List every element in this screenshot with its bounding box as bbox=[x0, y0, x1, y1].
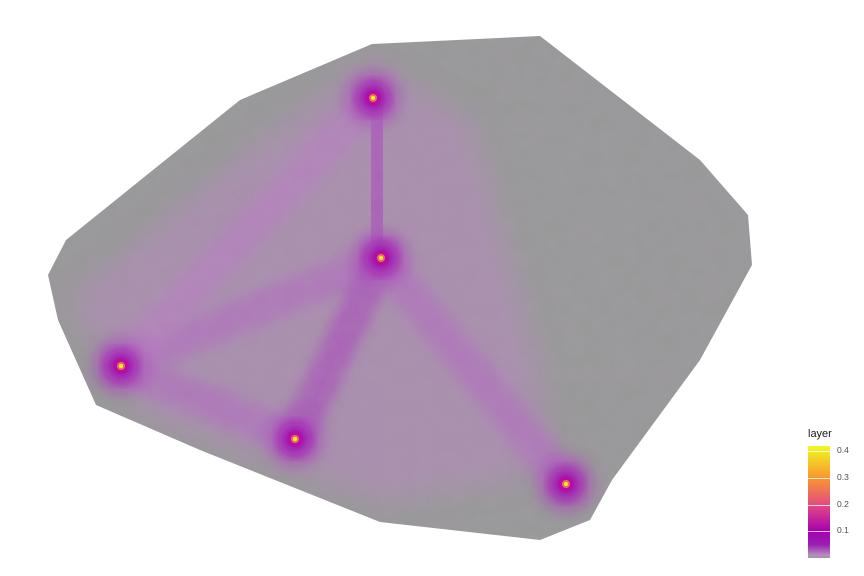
hotspot-center bbox=[351, 228, 411, 288]
legend-tick-label: 0.4 bbox=[837, 445, 849, 456]
hotspot-top bbox=[343, 68, 403, 128]
hotspot-bottom-right bbox=[536, 454, 596, 514]
legend-colorbar bbox=[808, 446, 830, 558]
legend-tick-mark bbox=[808, 504, 830, 506]
legend-tick-mark bbox=[808, 531, 830, 533]
hotspot-bottom-middle bbox=[265, 409, 325, 469]
legend-title: layer bbox=[808, 428, 832, 440]
color-legend: layer 0.1 0.2 0.3 0.4 bbox=[806, 428, 862, 568]
legend-tick-label: 0.2 bbox=[837, 498, 849, 509]
legend-tick-label: 0.3 bbox=[837, 472, 849, 482]
legend-tick-label: 0.1 bbox=[837, 525, 849, 536]
hotspot-left bbox=[91, 336, 151, 396]
hotspot-layer bbox=[91, 68, 596, 514]
legend-tick-mark bbox=[808, 451, 830, 453]
legend-tick-mark bbox=[808, 478, 830, 479]
